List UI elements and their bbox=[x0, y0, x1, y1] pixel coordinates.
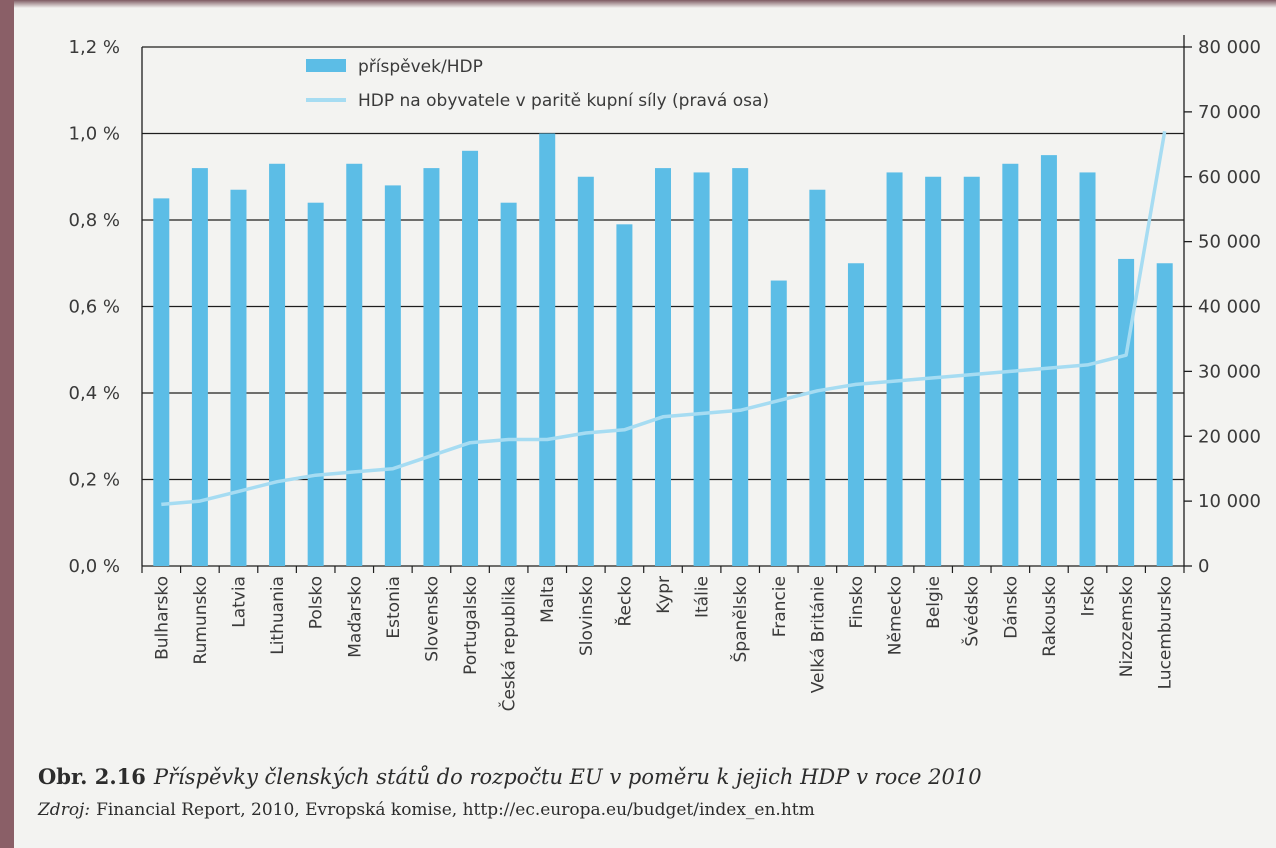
category-label: Belgie bbox=[924, 576, 944, 629]
category-label: Velká Británie bbox=[808, 576, 828, 693]
bar bbox=[809, 189, 826, 566]
right-tick-label: 30 000 bbox=[1198, 361, 1261, 382]
left-tick-label: 0,4 % bbox=[69, 383, 120, 404]
bar bbox=[1118, 258, 1135, 566]
category-label: Polsko bbox=[307, 576, 327, 629]
bar bbox=[539, 133, 556, 566]
left-tick-label: 0,8 % bbox=[69, 210, 120, 231]
figure-title: Příspěvky členských států do rozpočtu EU… bbox=[153, 765, 982, 789]
category-label: Portugalsko bbox=[461, 576, 481, 675]
category-label: Řecko bbox=[613, 576, 635, 627]
category-labels: Bulharsko Rumunsko Latvia Lithuania Polsko Ma… bbox=[141, 566, 1185, 711]
bar bbox=[963, 176, 980, 566]
left-tick-label: 0,2 % bbox=[69, 470, 120, 491]
bar bbox=[886, 172, 903, 567]
line-series bbox=[161, 131, 1167, 507]
bar bbox=[346, 163, 363, 566]
bar bbox=[191, 168, 208, 566]
category-label: Irsko bbox=[1079, 576, 1099, 617]
bar bbox=[307, 202, 324, 566]
category-label: Rakousko bbox=[1040, 576, 1060, 657]
bar bbox=[1079, 172, 1096, 567]
bar bbox=[1156, 263, 1173, 566]
category-label: Lithuania bbox=[268, 576, 288, 655]
category-label: Estonia bbox=[384, 576, 404, 639]
category-label: Španělsko bbox=[729, 576, 751, 662]
legend-line-label: HDP na obyvatele v paritě kupní síly (pr… bbox=[358, 91, 769, 111]
bar bbox=[577, 176, 594, 566]
figure-source: Zdroj: Financial Report, 2010, Evropská k… bbox=[38, 800, 1268, 820]
category-label: Bulharsko bbox=[152, 576, 172, 660]
bar-line-chart: 0,0 % 0,2 % 0,4 % 0,6 % 0,8 % 1,0 % 1,2 % 0 10 … bbox=[69, 35, 1261, 711]
category-label: Česká republika bbox=[498, 576, 520, 711]
source-text: Financial Report, 2010, Evropská komise,… bbox=[96, 800, 815, 820]
right-tick-label: 40 000 bbox=[1198, 297, 1261, 318]
category-label: Rumunsko bbox=[191, 576, 211, 664]
category-label: Nizozemsko bbox=[1117, 576, 1137, 677]
right-tick-label: 70 000 bbox=[1198, 102, 1261, 123]
bar bbox=[770, 280, 787, 566]
source-label: Zdroj: bbox=[38, 800, 91, 820]
right-axis: 0 10 000 20 000 30 000 40 000 50 000 60 000 70 … bbox=[1184, 37, 1261, 577]
bar bbox=[423, 168, 440, 566]
bar bbox=[1040, 155, 1057, 566]
category-label: Slovensko bbox=[422, 576, 442, 662]
book-page: 0,0 % 0,2 % 0,4 % 0,6 % 0,8 % 1,0 % 1,2 % 0 10 … bbox=[14, 0, 1276, 848]
bar bbox=[732, 168, 749, 566]
right-tick-label: 0 bbox=[1198, 556, 1209, 577]
bar bbox=[1002, 163, 1019, 566]
category-label: Finsko bbox=[847, 576, 867, 629]
legend-bar-label: příspěvek/HDP bbox=[358, 57, 483, 77]
left-tick-label: 0,0 % bbox=[69, 556, 120, 577]
bar bbox=[925, 176, 942, 566]
category-label: Kypr bbox=[654, 576, 674, 614]
category-label: Lucembursko bbox=[1156, 576, 1176, 689]
bar bbox=[269, 163, 286, 566]
legend-bar-swatch bbox=[306, 59, 346, 72]
bar bbox=[693, 172, 710, 567]
bar-series bbox=[153, 133, 1173, 567]
bar bbox=[462, 150, 479, 567]
category-label: Malta bbox=[538, 576, 558, 623]
left-axis: 0,0 % 0,2 % 0,4 % 0,6 % 0,8 % 1,0 % 1,2 % bbox=[69, 37, 120, 577]
left-tick-label: 0,6 % bbox=[69, 297, 120, 318]
figure-number: Obr. 2.16 bbox=[38, 764, 146, 789]
category-label: Slovinsko bbox=[577, 576, 597, 656]
figure-caption: Obr. 2.16 Příspěvky členských států do ro… bbox=[38, 764, 1268, 789]
bar bbox=[655, 168, 671, 566]
legend: příspěvek/HDP HDP na obyvatele v paritě … bbox=[306, 57, 769, 111]
bar bbox=[847, 263, 864, 566]
left-tick-label: 1,0 % bbox=[69, 124, 120, 145]
bar bbox=[384, 185, 401, 566]
bar bbox=[230, 189, 247, 566]
category-label: Francie bbox=[770, 576, 790, 637]
category-label: Dánsko bbox=[1001, 576, 1021, 639]
category-label: Švédsko bbox=[961, 576, 983, 647]
category-label: Itálie bbox=[693, 576, 713, 618]
right-tick-label: 10 000 bbox=[1198, 491, 1261, 512]
category-label: Latvia bbox=[229, 576, 249, 628]
gdp-per-capita-line bbox=[161, 131, 1167, 507]
right-tick-label: 50 000 bbox=[1198, 232, 1261, 253]
category-label: Maďarsko bbox=[345, 576, 365, 658]
bar bbox=[500, 202, 517, 566]
bar bbox=[153, 198, 170, 566]
category-label: Německo bbox=[886, 576, 906, 655]
left-tick-label: 1,2 % bbox=[69, 37, 120, 58]
right-tick-label: 60 000 bbox=[1198, 167, 1261, 188]
right-tick-label: 80 000 bbox=[1198, 37, 1261, 58]
bar bbox=[616, 224, 633, 566]
right-tick-label: 20 000 bbox=[1198, 426, 1261, 447]
